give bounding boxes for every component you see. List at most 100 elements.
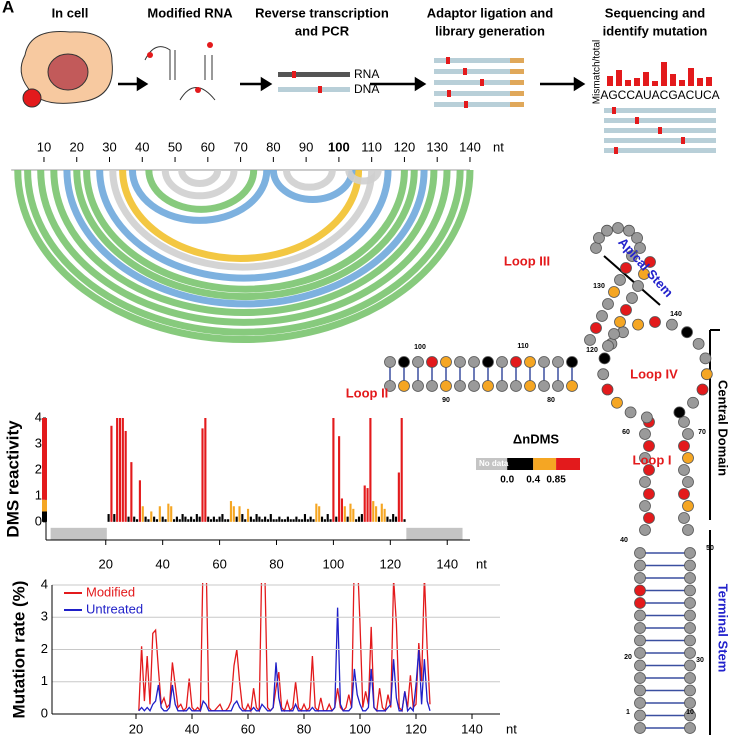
bar: [212, 516, 215, 522]
bar: [249, 516, 252, 522]
bar: [403, 519, 406, 522]
rna-label: RNA: [354, 67, 379, 81]
bar: [349, 503, 352, 522]
nucleotide: [639, 500, 651, 512]
x-unit: nt: [476, 556, 487, 571]
icon-bar: [679, 80, 685, 86]
nucleotide: [684, 547, 696, 559]
nucleotide: [634, 647, 646, 659]
y-axis-title: DMS reactivity: [3, 420, 22, 538]
line: [138, 583, 431, 714]
nucleotide: [696, 383, 709, 396]
mutation: [480, 79, 484, 86]
color-key: [42, 499, 47, 512]
base-pair-arc: [24, 169, 464, 336]
bar: [252, 519, 255, 522]
nucleotide: [673, 406, 686, 419]
bar: [124, 430, 127, 522]
bar: [127, 516, 130, 522]
nucleotide: [608, 286, 620, 298]
x-tick-label: 20: [99, 556, 113, 571]
arc-tick-label: 10: [37, 139, 51, 154]
nucleotide: [496, 380, 508, 392]
nucleotide: [682, 428, 694, 440]
nucleotide: [624, 406, 637, 419]
bar: [246, 508, 250, 522]
nucleotide: [440, 380, 452, 392]
bar: [383, 508, 386, 522]
panel-label: A: [2, 0, 14, 16]
nucleotide: [639, 476, 651, 488]
nucleotide: [634, 622, 646, 634]
base-pair-arc: [14, 169, 474, 344]
arc-tick-label: 60: [201, 139, 215, 154]
nucleotide: [552, 380, 564, 392]
bar: [352, 508, 355, 522]
color-key: [42, 511, 47, 522]
position-number: 80: [547, 397, 555, 404]
nucleotide: [623, 224, 635, 237]
mutation: [658, 127, 662, 134]
nucleotide: [681, 326, 693, 339]
nucleotide: [684, 709, 696, 722]
arc-tick-label: 70: [233, 139, 247, 154]
nucleotide: [614, 274, 626, 286]
bar: [366, 488, 369, 522]
step-title: identify mutation: [603, 23, 708, 38]
nucleotide: [684, 622, 696, 634]
nucleotide: [634, 634, 646, 647]
nucleotide: [482, 356, 494, 368]
bar: [218, 516, 221, 522]
nucleotide: [412, 380, 424, 392]
bar: [227, 519, 230, 522]
base-pair-arc: [282, 169, 336, 191]
nucleotide: [682, 524, 694, 536]
domain-label: Terminal Stem: [716, 584, 730, 673]
adaptor: [510, 91, 524, 96]
nucleotide: [538, 356, 550, 368]
bar: [275, 519, 278, 522]
nucleotide: [666, 318, 678, 331]
read: [434, 58, 524, 63]
arc-tick-label: 90: [299, 139, 313, 154]
nucleotide: [639, 524, 651, 536]
nucleotide: [590, 242, 602, 254]
bar: [335, 516, 338, 522]
nucleotide: [644, 256, 656, 268]
domain-label: Central Domain: [716, 380, 730, 476]
nucleotide: [682, 476, 694, 488]
arc-tick-label: 140: [459, 139, 481, 154]
library-icon: [434, 57, 524, 108]
nucleotide: [608, 328, 620, 340]
nucleotide: [634, 584, 646, 597]
legend-swatch: [507, 458, 534, 470]
bar: [377, 516, 381, 522]
bar: [355, 519, 358, 522]
nucleotide: [678, 440, 690, 452]
position-number: 60: [622, 429, 630, 436]
icon-bar: [661, 62, 667, 86]
nucleotide: [684, 559, 696, 572]
bar: [235, 516, 238, 522]
x-tick-label: 40: [155, 556, 169, 571]
base-pair-arc: [145, 169, 258, 213]
arc-tick-label: 40: [135, 139, 149, 154]
nucleotide: [678, 464, 690, 476]
y-tick-label: 2: [35, 461, 42, 476]
mutation: [635, 117, 639, 124]
bar: [315, 503, 318, 522]
nucleotide: [643, 512, 655, 524]
mutation: [446, 57, 450, 64]
bar: [150, 511, 153, 522]
legend-swatch: [533, 458, 557, 470]
no-data-region: [50, 527, 107, 540]
bar: [170, 506, 173, 522]
nucleotide: [510, 356, 522, 368]
bar: [190, 516, 193, 522]
nucleotide: [634, 547, 646, 559]
bar: [133, 516, 136, 522]
bar: [113, 514, 116, 522]
bar: [343, 506, 346, 522]
nucleotide: [684, 609, 696, 622]
